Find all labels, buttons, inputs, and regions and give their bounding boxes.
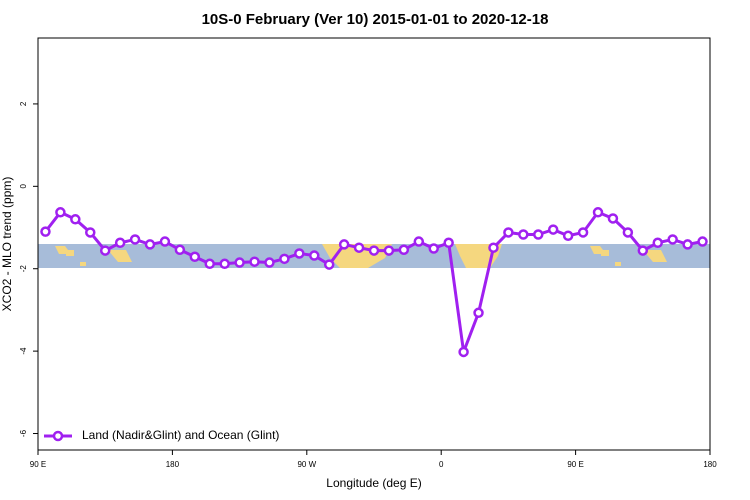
series-line bbox=[44, 210, 703, 353]
data-point bbox=[174, 244, 186, 256]
data-point bbox=[383, 245, 395, 256]
data-point bbox=[279, 253, 290, 265]
data-point bbox=[55, 207, 66, 218]
data-point bbox=[637, 245, 649, 256]
legend-label: Land (Nadir&Glint) and Ocean (Glint) bbox=[82, 428, 279, 442]
data-point bbox=[204, 258, 215, 270]
data-point bbox=[577, 227, 589, 238]
data-point bbox=[323, 259, 335, 270]
data-point bbox=[667, 234, 678, 245]
data-point bbox=[398, 244, 410, 256]
data-point bbox=[562, 230, 574, 242]
data-point bbox=[368, 245, 380, 256]
data-point bbox=[249, 256, 260, 267]
data-point bbox=[607, 213, 619, 224]
data-point bbox=[234, 257, 245, 268]
x-tick-label: 90 E bbox=[30, 460, 46, 469]
data-point bbox=[144, 239, 156, 250]
y-axis-label: XCO2 - MLO trend (ppm) bbox=[0, 177, 14, 312]
data-point bbox=[697, 236, 708, 247]
data-point bbox=[85, 227, 96, 238]
data-point bbox=[159, 236, 171, 247]
plot-frame bbox=[37, 37, 711, 451]
y-tick-label: -6 bbox=[19, 429, 28, 437]
y-tick-label: 0 bbox=[19, 184, 28, 189]
data-point bbox=[518, 229, 529, 240]
data-point bbox=[70, 214, 81, 225]
y-tick-label: -2 bbox=[19, 265, 28, 273]
data-point bbox=[488, 242, 499, 253]
x-axis-label: Longitude (deg E) bbox=[326, 476, 421, 490]
data-point bbox=[40, 226, 51, 237]
legend-marker bbox=[52, 430, 64, 442]
x-tick-label: 90 W bbox=[297, 460, 316, 469]
data-point bbox=[652, 237, 663, 249]
data-point bbox=[428, 243, 439, 254]
x-tick-label: 90 E bbox=[567, 460, 583, 469]
data-point bbox=[99, 245, 111, 256]
x-tick-label: 0 bbox=[439, 460, 444, 469]
x-tick-label: 180 bbox=[166, 460, 180, 469]
data-point bbox=[547, 224, 559, 235]
data-point bbox=[129, 234, 141, 245]
data-point bbox=[219, 258, 230, 270]
data-point bbox=[503, 227, 514, 238]
chart-title: 10S-0 February (Ver 10) 2015-01-01 to 20… bbox=[202, 11, 549, 28]
data-point bbox=[682, 239, 693, 250]
data-point bbox=[264, 257, 275, 268]
data-point bbox=[189, 251, 201, 263]
data-point bbox=[473, 307, 484, 319]
data-point bbox=[458, 346, 469, 358]
data-point bbox=[592, 207, 604, 218]
data-point bbox=[338, 239, 350, 250]
data-point bbox=[533, 229, 544, 240]
data-point bbox=[413, 236, 425, 247]
data-point bbox=[443, 237, 454, 249]
y-tick-label: 2 bbox=[19, 101, 28, 106]
data-point bbox=[622, 227, 634, 238]
data-point bbox=[353, 242, 365, 253]
data-point bbox=[114, 237, 126, 249]
data-point bbox=[309, 250, 320, 261]
y-tick-label: -4 bbox=[19, 347, 28, 355]
data-point bbox=[294, 248, 305, 259]
x-tick-label: 180 bbox=[703, 460, 717, 469]
